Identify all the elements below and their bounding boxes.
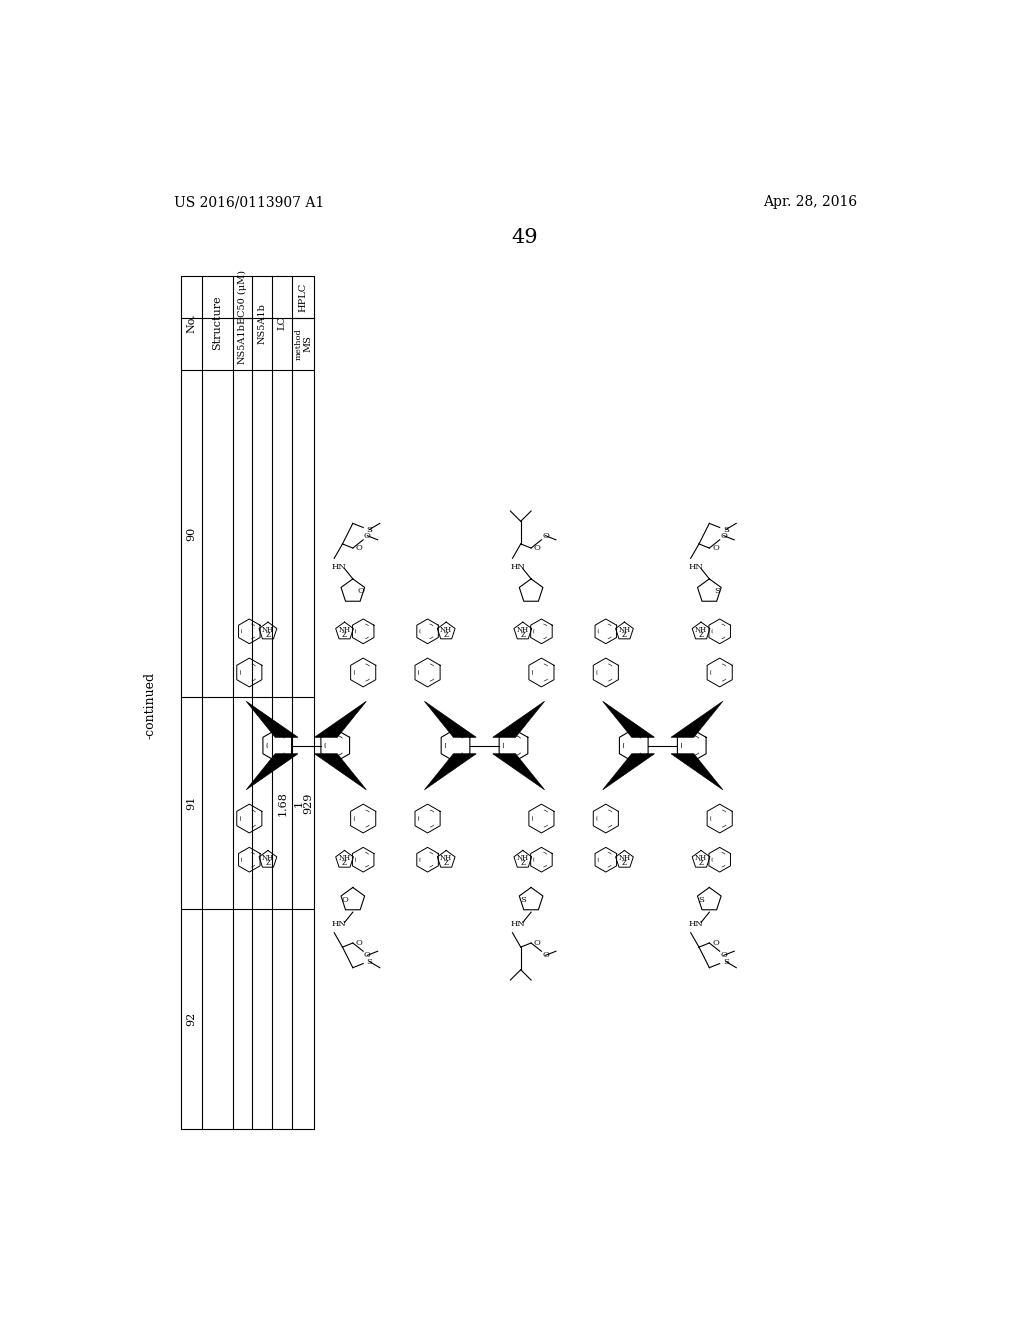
Text: NH: NH bbox=[517, 854, 528, 862]
Text: NH: NH bbox=[440, 854, 453, 862]
Text: O: O bbox=[355, 939, 362, 946]
Polygon shape bbox=[671, 701, 723, 738]
Text: NH: NH bbox=[262, 854, 274, 862]
Text: HN: HN bbox=[688, 920, 703, 928]
Text: HN: HN bbox=[510, 920, 525, 928]
Polygon shape bbox=[314, 701, 367, 738]
Text: S: S bbox=[723, 525, 729, 533]
Polygon shape bbox=[246, 701, 298, 738]
Text: O: O bbox=[357, 587, 365, 595]
Text: S: S bbox=[698, 896, 703, 904]
Text: O: O bbox=[364, 532, 371, 540]
Text: O: O bbox=[712, 544, 719, 552]
Text: O: O bbox=[341, 896, 348, 904]
Text: Apr. 28, 2016: Apr. 28, 2016 bbox=[764, 195, 858, 210]
Text: NH: NH bbox=[517, 626, 528, 634]
Text: method: method bbox=[295, 329, 302, 360]
Text: -continued: -continued bbox=[143, 672, 157, 739]
Text: O: O bbox=[534, 544, 541, 552]
Polygon shape bbox=[314, 754, 367, 789]
Text: O: O bbox=[364, 952, 371, 960]
Text: Z: Z bbox=[520, 859, 525, 867]
Text: 1: 1 bbox=[294, 800, 303, 807]
Text: NH: NH bbox=[695, 626, 708, 634]
Text: HN: HN bbox=[332, 920, 347, 928]
Text: Z: Z bbox=[443, 631, 449, 639]
Text: O: O bbox=[721, 952, 727, 960]
Text: S: S bbox=[520, 896, 525, 904]
Text: NH: NH bbox=[695, 854, 708, 862]
Text: S: S bbox=[367, 525, 373, 533]
Text: HN: HN bbox=[688, 562, 703, 570]
Text: O: O bbox=[542, 952, 549, 960]
Text: Z: Z bbox=[622, 859, 627, 867]
Text: 1.68: 1.68 bbox=[278, 791, 287, 816]
Text: Z: Z bbox=[342, 631, 347, 639]
Text: S: S bbox=[367, 957, 373, 965]
Text: Z: Z bbox=[698, 631, 703, 639]
Text: S: S bbox=[723, 957, 729, 965]
Text: LC: LC bbox=[278, 317, 287, 330]
Text: 90: 90 bbox=[186, 527, 197, 541]
Text: NH: NH bbox=[618, 626, 631, 634]
Polygon shape bbox=[425, 701, 476, 738]
Text: HN: HN bbox=[332, 562, 347, 570]
Text: NS5A1b: NS5A1b bbox=[258, 302, 266, 343]
Text: EC50 (μM): EC50 (μM) bbox=[238, 271, 247, 323]
Text: NH: NH bbox=[440, 626, 453, 634]
Text: HN: HN bbox=[510, 562, 525, 570]
Text: US 2016/0113907 A1: US 2016/0113907 A1 bbox=[174, 195, 325, 210]
Text: 929: 929 bbox=[303, 792, 312, 814]
Text: O: O bbox=[534, 939, 541, 946]
Text: No.: No. bbox=[186, 313, 197, 333]
Polygon shape bbox=[603, 754, 654, 789]
Polygon shape bbox=[493, 701, 545, 738]
Text: 49: 49 bbox=[511, 227, 539, 247]
Text: NH: NH bbox=[339, 854, 350, 862]
Text: Z: Z bbox=[443, 859, 449, 867]
Text: O: O bbox=[712, 939, 719, 946]
Text: 91: 91 bbox=[186, 796, 197, 810]
Polygon shape bbox=[246, 754, 298, 789]
Text: S: S bbox=[715, 587, 721, 595]
Text: NH: NH bbox=[339, 626, 350, 634]
Text: Structure: Structure bbox=[212, 296, 222, 351]
Polygon shape bbox=[671, 754, 723, 789]
Text: Z: Z bbox=[265, 631, 270, 639]
Text: NH: NH bbox=[262, 626, 274, 634]
Text: O: O bbox=[355, 544, 362, 552]
Text: 92: 92 bbox=[186, 1011, 197, 1026]
Text: Z: Z bbox=[265, 859, 270, 867]
Polygon shape bbox=[493, 754, 545, 789]
Text: NH: NH bbox=[618, 854, 631, 862]
Text: HPLC: HPLC bbox=[299, 282, 307, 312]
Text: O: O bbox=[542, 532, 549, 540]
Text: Z: Z bbox=[622, 631, 627, 639]
Polygon shape bbox=[603, 701, 654, 738]
Text: Z: Z bbox=[520, 631, 525, 639]
Text: MS: MS bbox=[303, 335, 312, 352]
Polygon shape bbox=[425, 754, 476, 789]
Text: Z: Z bbox=[342, 859, 347, 867]
Text: O: O bbox=[721, 532, 727, 540]
Text: Z: Z bbox=[698, 859, 703, 867]
Text: NS5A1b: NS5A1b bbox=[238, 323, 247, 364]
